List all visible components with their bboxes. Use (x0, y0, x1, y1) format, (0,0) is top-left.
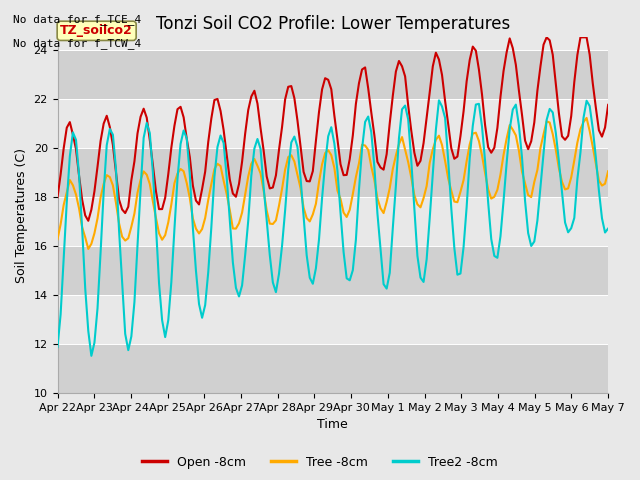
Legend: Open -8cm, Tree -8cm, Tree2 -8cm: Open -8cm, Tree -8cm, Tree2 -8cm (137, 451, 503, 474)
Bar (58, 49, 608, 99)
X-axis label: Time: Time (317, 419, 348, 432)
Bar (58, 99, 608, 148)
Bar (58, 344, 608, 393)
Title: Tonzi Soil CO2 Profile: Lower Temperatures: Tonzi Soil CO2 Profile: Lower Temperatur… (156, 15, 510, 33)
Y-axis label: Soil Temperatures (C): Soil Temperatures (C) (15, 148, 28, 283)
Text: No data for f_TCW_4: No data for f_TCW_4 (13, 38, 141, 49)
Text: TZ_soilco2: TZ_soilco2 (60, 24, 133, 37)
Bar (58, 148, 608, 197)
Text: No data for f_TCE_4: No data for f_TCE_4 (13, 14, 141, 25)
Bar (58, 246, 608, 295)
Bar (58, 197, 608, 246)
Bar (58, 295, 608, 344)
